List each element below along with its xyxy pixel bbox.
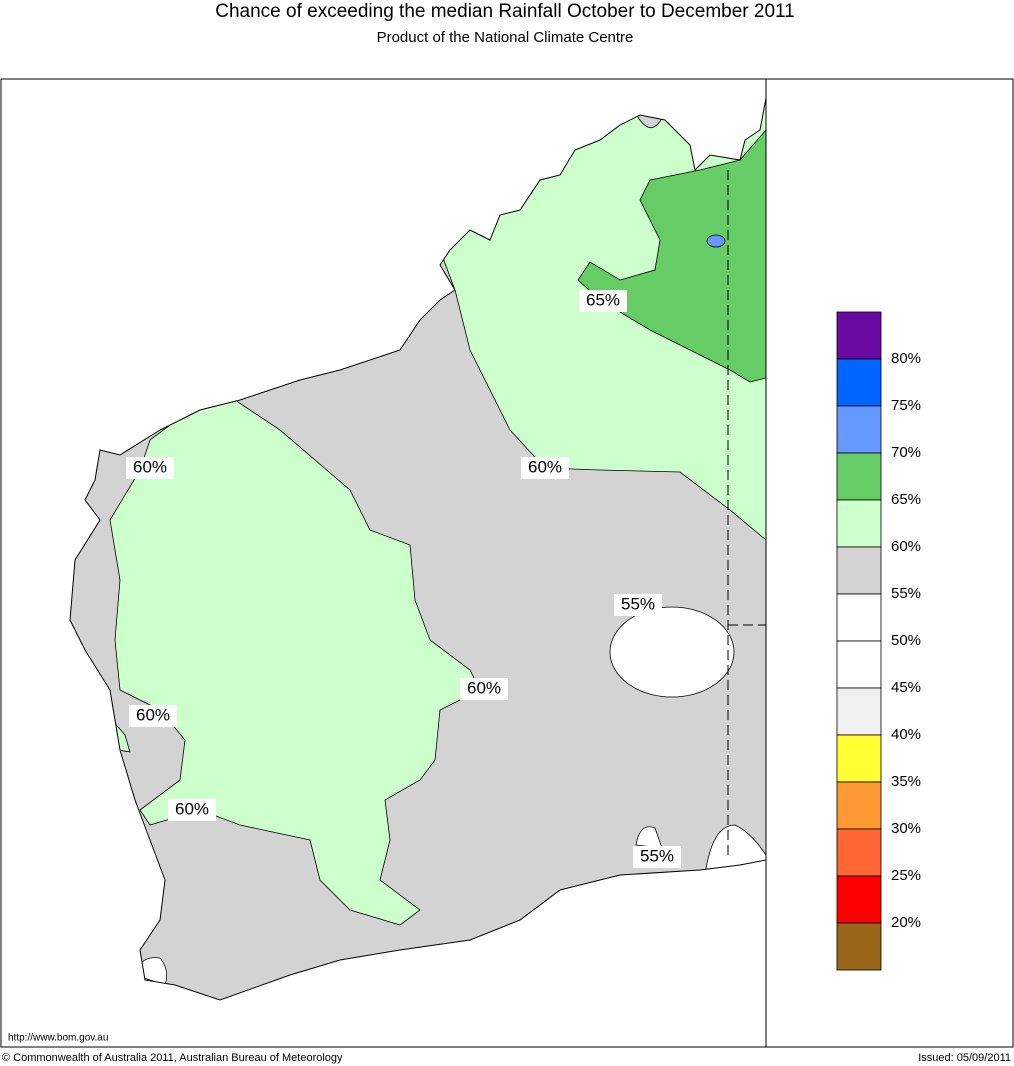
contour-label-bg <box>168 799 216 821</box>
region-70-75 <box>706 234 726 248</box>
legend-swatch <box>836 828 882 877</box>
legend-swatch <box>836 452 882 501</box>
region-60-65 <box>109 399 481 926</box>
legend-swatch <box>836 405 882 454</box>
contour-label-bg <box>579 290 627 312</box>
subtitle: Product of the National Climate Centre <box>377 29 634 46</box>
contour-label: 60% <box>528 457 562 476</box>
title: Chance of exceeding the median Rainfall … <box>215 1 795 22</box>
legend-swatch <box>836 311 882 360</box>
legend-label: 30% <box>891 820 921 837</box>
contour-label: 60% <box>136 705 170 724</box>
region-50-55 <box>609 606 735 698</box>
contour-label: 60% <box>133 457 167 476</box>
legend-panel <box>765 78 1014 1048</box>
legend-swatch <box>836 499 882 548</box>
issued: Issued: 05/09/2011 <box>918 1052 1011 1064</box>
region-50-55 <box>635 826 663 849</box>
coastline <box>69 97 767 1001</box>
contour-label: 65% <box>586 290 620 309</box>
contour-label-bg <box>614 594 662 616</box>
contour-label: 55% <box>640 846 674 865</box>
legend-label: 80% <box>891 350 921 367</box>
contour-labels: 65% 60% 60% 55% 60% 60% 60% 55% <box>126 290 681 868</box>
legend-label: 35% <box>891 773 921 790</box>
legend: 80% 75% 70% 65% 60% 55% 50% 45% 40% 35% 30% 25% 20% <box>836 311 921 971</box>
legend-label: 60% <box>891 538 921 555</box>
legend-swatch <box>836 781 882 830</box>
contour-label-bg <box>633 846 681 868</box>
url: http://www.bom.gov.au <box>8 1033 108 1044</box>
legend-swatch <box>836 358 882 407</box>
contour-label: 55% <box>621 594 655 613</box>
legend-label: 20% <box>891 914 921 931</box>
contour-label-bg <box>521 457 569 479</box>
legend-label: 40% <box>891 726 921 743</box>
contour-label-bg <box>129 705 177 727</box>
legend-swatch <box>836 640 882 689</box>
legend-label: 55% <box>891 585 921 602</box>
legend-swatch <box>836 875 882 924</box>
legend-swatch <box>836 687 882 736</box>
legend-swatch <box>836 546 882 595</box>
state-border <box>727 170 766 860</box>
legend-label: 45% <box>891 679 921 696</box>
legend-label: 65% <box>891 491 921 508</box>
contour-label-bg <box>126 457 174 479</box>
legend-swatch <box>836 593 882 642</box>
legend-label: 75% <box>891 397 921 414</box>
contour-label-bg <box>460 678 508 700</box>
legend-label: 70% <box>891 444 921 461</box>
contour-label: 60% <box>175 799 209 818</box>
copyright: © Commonwealth of Australia 2011, Austra… <box>2 1052 343 1064</box>
legend-swatch <box>836 922 882 971</box>
region-65-70 <box>577 128 766 383</box>
contour-label: 60% <box>467 678 501 697</box>
legend-label: 25% <box>891 867 921 884</box>
legend-swatch <box>836 734 882 783</box>
legend-label: 50% <box>891 632 921 649</box>
